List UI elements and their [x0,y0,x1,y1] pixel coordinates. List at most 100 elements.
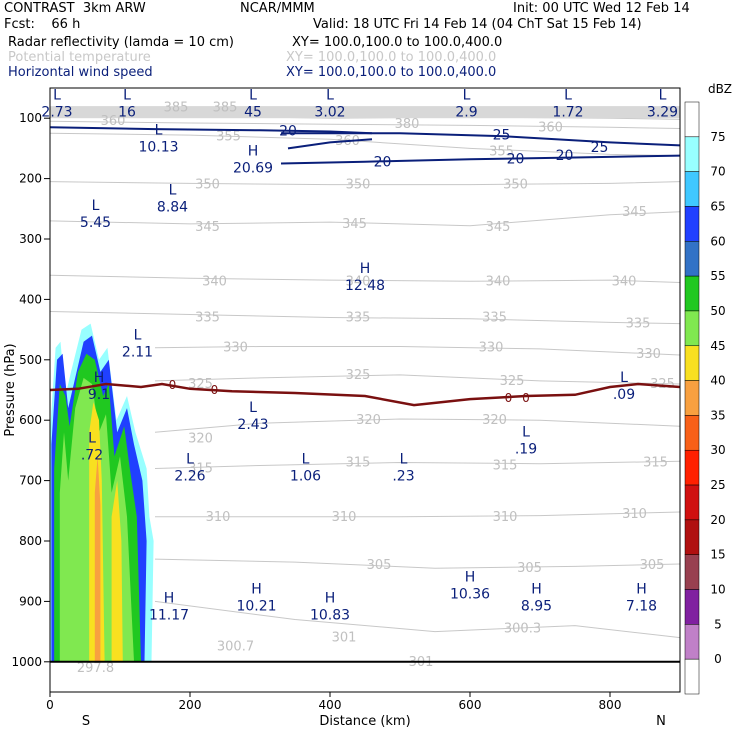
extremum-marker: L [400,452,408,468]
field1-xy: XY= 100.0,100.0 to 100.0,400.0 [292,35,503,50]
theta-label: 297.8 [77,661,114,676]
wind-contour [281,132,681,147]
field2-xy: XY= 100.0,100.0 to 100.0,400.0 [286,50,497,65]
y-tick-label: 100 [19,111,42,125]
theta-label: 340 [346,274,371,289]
extremum-value: .72 [81,447,103,463]
field2-name: Potential temperature [8,50,151,65]
colorbar-swatch [684,136,700,172]
theta-label: 305 [517,561,542,576]
field1-name: Radar reflectivity (lamda = 10 cm) [8,35,234,50]
extremum-value: .23 [392,469,414,485]
theta-contour [49,181,681,186]
extremum-marker: L [53,87,61,103]
colorbar-swatch [684,345,700,381]
header-line2-right: Valid: 18 UTC Fri 14 Feb 14 (04 ChT Sat … [313,17,642,32]
theta-label: 350 [195,178,220,193]
extremum-value: 2.26 [174,469,205,485]
freezing-label: 0 [169,378,177,392]
extremum-value: 1.72 [552,104,583,120]
y-tick-label: 400 [19,292,42,306]
theta-contour [154,460,681,469]
theta-label: 360 [101,114,126,129]
freezing-label: 0 [522,391,530,405]
colorbar-swatch [684,554,700,590]
reflectivity-band [111,480,123,662]
theta-label: 325 [650,377,675,392]
colorbar-swatch [684,449,700,486]
extremum-marker: L [123,87,131,103]
theta-contour [154,346,681,356]
theta-label: 330 [636,347,661,362]
extremum-marker: H [164,590,175,606]
extremum-value: 16 [118,104,136,120]
theta-contour [154,374,681,385]
theta-label: 320 [356,413,381,428]
y-tick-label: 500 [19,353,42,367]
wind-label: 20 [279,123,297,139]
header-line2-left: Fcst: 66 h [4,17,81,32]
theta-label: 325 [346,368,371,383]
y-tick-label: 600 [19,413,42,427]
theta-label: 310 [622,507,647,522]
extremum-marker: L [88,430,96,446]
x-tick-label: 800 [599,698,622,712]
theta-contour [49,274,681,283]
extremum-marker: L [564,87,572,103]
colorbar-level: 45 [710,339,725,353]
theta-contour [154,418,681,433]
theta-label: 335 [626,317,651,332]
colorbar-level: 55 [710,269,725,283]
extremum-marker: L [249,87,257,103]
colorbar-swatch [684,415,700,451]
extremum-value: 1.06 [290,469,321,485]
extremum-marker: L [302,452,310,468]
extremum-value: 10.21 [236,598,276,614]
theta-contour [49,311,681,325]
x-tick-label: 200 [179,698,202,712]
theta-label: 345 [486,220,511,235]
colorbar-swatch [684,624,700,660]
theta-label: 305 [367,558,392,573]
extremum-value: 11.17 [149,607,189,623]
extremum-value: .19 [515,441,537,457]
y-tick-label: 900 [19,594,42,608]
y-tick-label: 1000 [11,655,42,669]
x-axis-label: Distance (km) [319,714,410,729]
y-axis-label: Pressure (hPa) [3,343,18,436]
colorbar-swatch [684,484,700,521]
colorbar-level: 65 [710,199,725,213]
extremum-marker: L [134,328,142,344]
theta-label: 355 [489,144,514,159]
y-tick-label: 700 [19,474,42,488]
y-tick-label: 800 [19,534,42,548]
theta-label: 335 [195,311,220,326]
extremum-marker: L [155,122,163,138]
extremum-value: 12.48 [345,278,385,294]
extremum-marker: L [522,424,530,440]
colorbar-swatch [684,519,700,555]
theta-label: 325 [500,374,525,389]
extremum-marker: H [251,581,262,597]
extremum-marker: L [249,400,257,416]
colorbar-level: 40 [710,374,725,388]
theta-label: 310 [206,510,231,525]
theta-contour [49,211,681,227]
theta-label: 320 [188,431,213,446]
wind-label: 20 [374,155,392,171]
extremum-value: 9.1 [88,387,110,403]
wind-contour [280,154,681,165]
extremum-value: 3.02 [314,104,345,120]
extremum-marker: H [636,581,647,597]
extremum-value: 45 [244,104,262,120]
theta-label: 380 [395,117,420,132]
extremum-value: 20.69 [233,160,273,176]
colorbar-level: 70 [710,165,725,179]
theta-contour [155,511,681,518]
wind-label: 20 [556,148,574,164]
extremum-marker: H [531,581,542,597]
wind-label: 25 [493,128,511,144]
theta-label: 330 [223,341,248,356]
colorbar-swatch [684,241,700,277]
